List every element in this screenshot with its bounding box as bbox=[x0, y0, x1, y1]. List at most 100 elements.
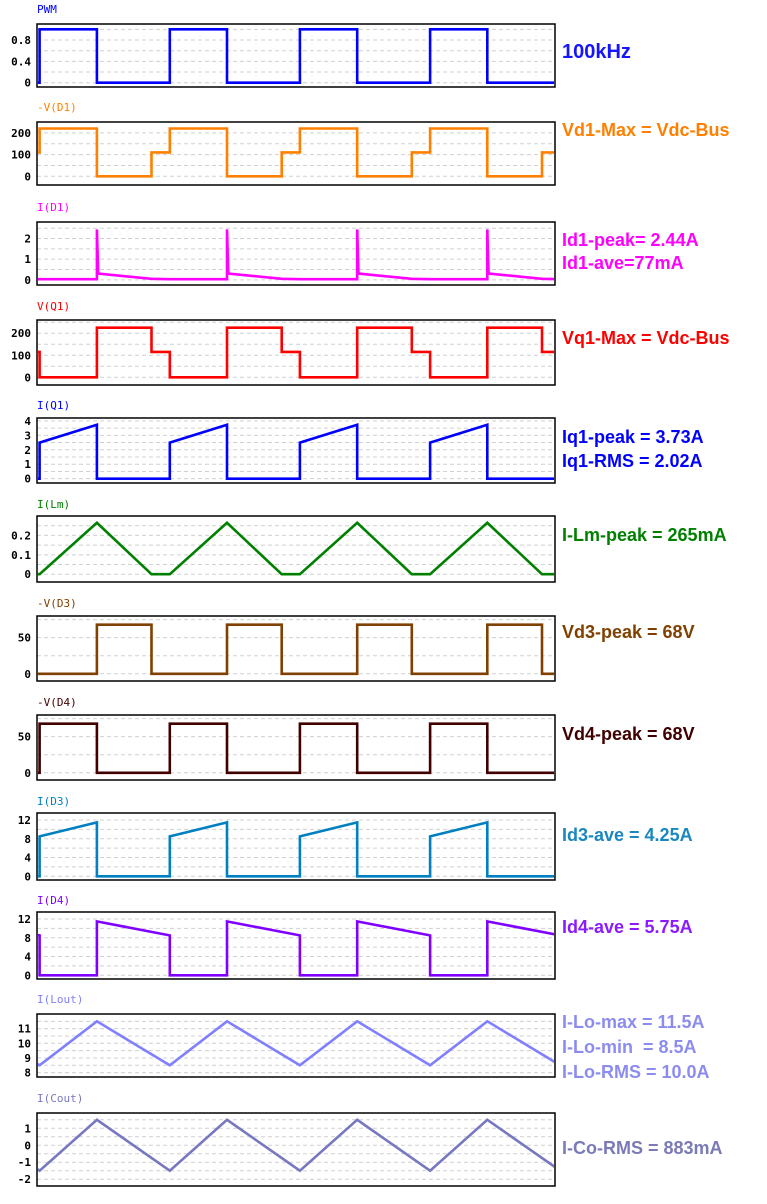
annotation-vd4: Vd4-peak = 68V bbox=[562, 724, 695, 744]
plot-frame bbox=[36, 714, 556, 781]
y-tick-label: 2 bbox=[24, 233, 31, 246]
y-tick-label: 100 bbox=[11, 349, 31, 362]
panel-2: 0 1 2 bbox=[24, 221, 556, 287]
plot-frame bbox=[36, 417, 556, 484]
annotation-ilo-rms: I-Lo-RMS = 10.0A bbox=[562, 1062, 710, 1082]
y-tick-label: 0.1 bbox=[11, 549, 31, 562]
panel-title-iq1: I(Q1) bbox=[37, 399, 71, 412]
panel-title-vd3: -V(D3) bbox=[37, 597, 77, 610]
panel-title-id1: I(D1) bbox=[37, 201, 71, 214]
plot-frame bbox=[36, 221, 556, 286]
trace-line bbox=[38, 919, 554, 977]
annotation-id4: Id4-ave = 5.75A bbox=[562, 917, 693, 937]
panel-title-icout: I(Cout) bbox=[37, 1092, 84, 1105]
plot-frame bbox=[36, 812, 556, 881]
panel-7: 0 50 bbox=[18, 714, 556, 781]
y-tick-label: 0 bbox=[24, 1139, 31, 1152]
trace-line bbox=[38, 623, 554, 676]
y-tick-label: 10 bbox=[18, 1037, 31, 1050]
panel-title-ilout: I(Lout) bbox=[37, 993, 84, 1006]
panel-title-pwm: PWM bbox=[37, 3, 57, 16]
panel-title-id3: I(D3) bbox=[37, 795, 71, 808]
y-tick-label: 3 bbox=[24, 429, 31, 442]
trace-line bbox=[38, 820, 554, 878]
trace-line bbox=[38, 1019, 554, 1067]
y-tick-label: 1 bbox=[24, 1122, 31, 1135]
trace-line bbox=[38, 27, 554, 84]
y-tick-label: 200 bbox=[11, 127, 31, 140]
panel-8: 0 4 8 12 bbox=[18, 812, 556, 883]
y-tick-label: 11 bbox=[18, 1023, 32, 1036]
panel-3: 0 100 200 bbox=[11, 319, 556, 386]
y-tick-label: 0 bbox=[24, 77, 31, 90]
panel-title-vd4: -V(D4) bbox=[37, 696, 77, 709]
panel-title-id4: I(D4) bbox=[37, 894, 71, 907]
y-tick-label: 8 bbox=[24, 1067, 31, 1080]
y-tick-label: 0.8 bbox=[11, 34, 31, 47]
annotation-vd3: Vd3-peak = 68V bbox=[562, 622, 695, 642]
annotation-id1-ave: Id1-ave=77mA bbox=[562, 253, 684, 273]
y-tick-label: 0 bbox=[24, 371, 31, 384]
y-tick-label: 0 bbox=[24, 969, 31, 982]
panel-11: -2 -1 0 1 bbox=[18, 1112, 556, 1187]
plot-frame bbox=[36, 319, 556, 386]
trace-line bbox=[38, 1118, 554, 1173]
y-tick-label: -2 bbox=[18, 1173, 31, 1186]
y-tick-label: 4 bbox=[24, 852, 31, 865]
annotation-id3: Id3-ave = 4.25A bbox=[562, 825, 693, 845]
panel-0: 0 0.4 0.8 bbox=[11, 23, 556, 90]
y-tick-label: 4 bbox=[24, 415, 31, 428]
y-tick-label: 2 bbox=[24, 444, 31, 457]
panel-title-ilm: I(Lm) bbox=[37, 498, 71, 511]
plot-frame bbox=[36, 615, 556, 682]
y-tick-label: 8 bbox=[24, 932, 31, 945]
y-tick-label: 4 bbox=[24, 951, 31, 964]
annotation-iq1-rms: Iq1-RMS = 2.02A bbox=[562, 451, 703, 471]
plot-frame bbox=[36, 911, 556, 980]
plot-frame bbox=[36, 1013, 556, 1078]
annotation-ilm: I-Lm-peak = 265mA bbox=[562, 525, 727, 545]
y-tick-label: 0 bbox=[24, 870, 31, 883]
panel-6: 0 50 bbox=[18, 615, 556, 682]
y-tick-label: 12 bbox=[18, 913, 31, 926]
y-tick-label: 0 bbox=[24, 668, 31, 681]
y-tick-label: 50 bbox=[18, 632, 31, 645]
panel-title-vd1: -V(D1) bbox=[37, 101, 77, 114]
panel-1: 0 100 200 bbox=[11, 121, 556, 186]
y-tick-label: 0.4 bbox=[11, 55, 31, 68]
y-tick-label: -1 bbox=[18, 1156, 32, 1169]
y-tick-label: 200 bbox=[11, 327, 31, 340]
annotation-ilo-min: I-Lo-min = 8.5A bbox=[562, 1037, 697, 1057]
plot-frame bbox=[36, 1112, 556, 1187]
y-tick-label: 100 bbox=[11, 149, 31, 162]
annotation-id1-peak: Id1-peak= 2.44A bbox=[562, 230, 699, 250]
trace-line bbox=[38, 229, 554, 281]
annotation-frequency: 100kHz bbox=[562, 41, 631, 63]
y-tick-label: 1 bbox=[24, 458, 31, 471]
trace-line bbox=[38, 326, 554, 379]
annotation-iq1-peak: Iq1-peak = 3.73A bbox=[562, 427, 704, 447]
plot-frame bbox=[36, 23, 556, 88]
plot-frame bbox=[36, 121, 556, 186]
y-tick-label: 0 bbox=[24, 170, 31, 183]
y-tick-label: 8 bbox=[24, 833, 31, 846]
annotation-ilo-max: I-Lo-max = 11.5A bbox=[562, 1012, 705, 1032]
y-tick-label: 9 bbox=[24, 1052, 31, 1065]
trace-line bbox=[38, 722, 554, 775]
trace-line bbox=[38, 521, 554, 576]
y-tick-label: 12 bbox=[18, 814, 31, 827]
y-tick-label: 0 bbox=[24, 473, 31, 486]
panel-5: 0 0.1 0.2 bbox=[11, 515, 556, 583]
annotation-vd1: Vd1-Max = Vdc-Bus bbox=[562, 120, 730, 140]
y-tick-label: 0 bbox=[24, 274, 31, 287]
y-tick-label: 0.2 bbox=[11, 529, 31, 542]
panel-4: 0 12 34 bbox=[24, 415, 556, 486]
trace-line bbox=[38, 423, 554, 481]
annotation-ico-rms: I-Co-RMS = 883mA bbox=[562, 1138, 723, 1158]
panel-title-vq1: V(Q1) bbox=[37, 300, 71, 313]
trace-line bbox=[38, 127, 554, 178]
y-tick-label: 0 bbox=[24, 568, 31, 581]
y-tick-label: 1 bbox=[24, 253, 31, 266]
